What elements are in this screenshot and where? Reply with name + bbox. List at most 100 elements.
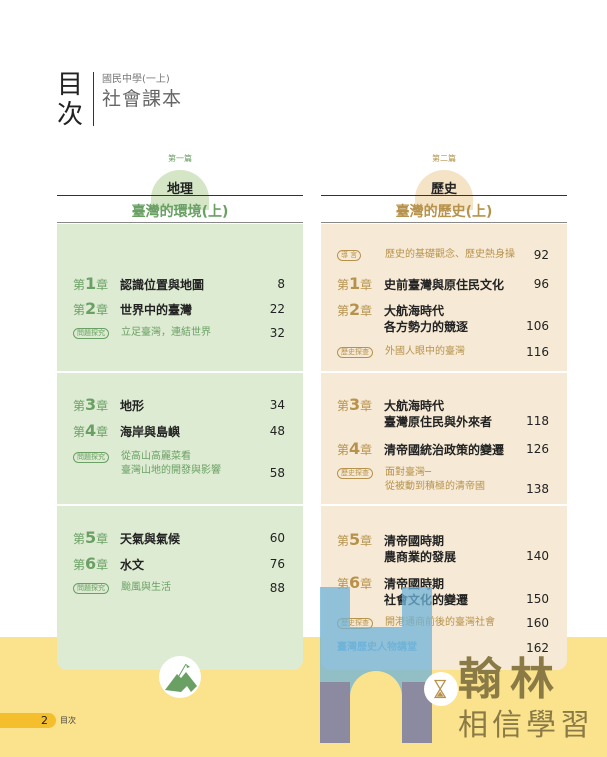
page-number-link[interactable]: 162	[526, 641, 549, 655]
toc-entry-line: 各方勢力的競逐	[384, 320, 469, 334]
toc-entry-line: 外國人眼中的臺灣	[385, 346, 465, 357]
chapter-prefix: 第	[337, 443, 350, 457]
toc-entry-line: 面對臺灣─	[385, 467, 432, 478]
page-number-link[interactable]: 126	[526, 442, 549, 456]
chapter-num: 4	[85, 421, 97, 440]
toc-entry-line: 臺灣原住民與外來者	[384, 415, 493, 429]
toc-entry-title[interactable]: 史前臺灣與原住民文化	[384, 277, 504, 293]
toc-entry-title[interactable]: 颱風與生活	[121, 581, 171, 595]
hourglass-icon	[424, 672, 458, 706]
section-divider	[57, 371, 303, 373]
page-number-link[interactable]: 76	[269, 557, 285, 571]
hist-toc-panel: 導 言歷史的基礎觀念、歷史熱身操 92 第1章 史前臺灣與原住民文化 96 第2章 大航海時…	[321, 224, 567, 670]
chapter-num: 5	[349, 530, 361, 549]
page-number-link[interactable]: 96	[533, 277, 549, 291]
hist-subject: 歷史	[415, 170, 473, 210]
toc-entry-line: 臺灣山地的開發與影響	[121, 465, 221, 476]
toc-entry-line: 歷史的基礎觀念、歷史熱身操	[385, 249, 515, 260]
toc-entry-title[interactable]: 大航海時代臺灣原住民與外來者	[384, 398, 492, 430]
toc-entry-title[interactable]: 面對臺灣─ 從被動到積極的清帝國	[385, 466, 485, 494]
chapter-prefix: 第	[337, 534, 350, 548]
section-tag: 歷史探查	[337, 347, 373, 358]
page-number-link[interactable]: 34	[269, 398, 285, 412]
chapter-number: 第1章	[73, 274, 108, 293]
mountain-flag-icon	[159, 656, 201, 698]
toc-entry-title[interactable]: 水文	[120, 557, 144, 573]
toc-entry-line: 大航海時代	[384, 399, 445, 413]
toc-entry-line: 農商業的發展	[384, 550, 457, 564]
chapter-number: 第2章	[73, 299, 108, 318]
chapter-number: 第5章	[73, 528, 108, 547]
chapter-number: 第4章	[73, 421, 108, 440]
section-divider	[321, 504, 567, 506]
toc-entry-line: 颱風與生活	[121, 582, 171, 593]
chapter-suffix: 章	[360, 443, 373, 457]
book-grade: 國民中學(一上)	[102, 74, 170, 85]
page-number-link[interactable]: 138	[526, 482, 549, 496]
divider	[57, 195, 303, 196]
toc-entry-title[interactable]: 地形	[120, 398, 144, 414]
toc-entry-line: 地形	[120, 399, 145, 413]
chapter-num: 5	[85, 528, 97, 547]
page-number-link[interactable]: 140	[526, 549, 549, 563]
page-number-link[interactable]: 8	[277, 277, 285, 291]
chapter-number: 第2章	[337, 300, 372, 319]
geo-subject: 地理	[151, 170, 209, 210]
page-number-link[interactable]: 22	[269, 302, 285, 316]
toc-entry-title[interactable]: 歷史的基礎觀念、歷史熱身操	[385, 248, 515, 262]
chapter-num: 2	[85, 299, 97, 318]
chapter-number: 第6章	[73, 554, 108, 573]
page-number-link[interactable]: 48	[269, 424, 285, 438]
page-number-link[interactable]: 116	[526, 345, 549, 359]
toc-entry-title[interactable]: 海岸與島嶼	[120, 424, 180, 440]
page-number-link[interactable]: 160	[526, 616, 549, 630]
chapter-number: 第3章	[73, 395, 108, 414]
chapter-prefix: 第	[73, 558, 86, 572]
toc-entry-title[interactable]: 外國人眼中的臺灣	[385, 345, 465, 359]
section-tag: 問題探究	[73, 583, 109, 594]
chapter-num: 1	[85, 274, 97, 293]
toc-entry-title[interactable]: 清帝國時期 農商業的發展	[384, 533, 456, 565]
page-number-link[interactable]: 88	[269, 581, 285, 595]
divider	[57, 222, 303, 223]
chapter-suffix: 章	[360, 534, 373, 548]
page-number-link[interactable]: 32	[269, 326, 285, 340]
toc-entry-title[interactable]: 從高山高麗菜看臺灣山地的開發與影響	[121, 450, 221, 478]
page-number-link[interactable]: 106	[526, 319, 549, 333]
toc-entry-title[interactable]: 清帝國統治政策的變遷	[384, 442, 504, 458]
toc-entry-line: 清帝國統治政策的變遷	[384, 443, 505, 457]
chapter-suffix: 章	[360, 399, 373, 413]
toc-entry-line: 認識位置與地圖	[120, 278, 205, 292]
toc-entry-title[interactable]: 認識位置與地圖	[120, 277, 204, 293]
chapter-number: 第3章	[337, 395, 372, 414]
chapter-suffix: 章	[96, 532, 109, 546]
chapter-suffix: 章	[360, 304, 373, 318]
divider	[93, 72, 94, 126]
toc-entry-title[interactable]: 天氣與氣候	[120, 531, 180, 547]
book-title: 社會課本	[102, 88, 183, 110]
chapter-suffix: 章	[96, 558, 109, 572]
chapter-suffix: 章	[360, 577, 373, 591]
chapter-prefix: 第	[337, 399, 350, 413]
watermark-logo	[320, 587, 432, 743]
section-tag: 導 言	[337, 250, 362, 261]
toc-entry-title[interactable]: 世界中的臺灣	[120, 302, 192, 318]
toc-entry-title[interactable]: 立足臺灣，連結世界	[121, 326, 211, 340]
toc-entry-line: 世界中的臺灣	[120, 303, 193, 317]
page-number-link[interactable]: 92	[533, 248, 549, 262]
toc-entry-title[interactable]: 大航海時代 各方勢力的競逐	[384, 303, 468, 335]
page-number-link[interactable]: 60	[269, 531, 285, 545]
chapter-prefix: 第	[73, 303, 86, 317]
toc-entry-line: 天氣與氣候	[120, 532, 181, 546]
section-divider	[57, 504, 303, 506]
geo-toc-panel: 第1章 認識位置與地圖 8 第2章 世界中的臺灣 22 問題探究 立足臺灣，連結世界 32 第3章…	[57, 224, 303, 670]
toc-entry-line: 立足臺灣，連結世界	[121, 327, 211, 338]
page-number-link[interactable]: 150	[526, 592, 549, 606]
chapter-prefix: 第	[73, 399, 86, 413]
toc-entry-line: 從高山高麗菜看	[121, 451, 191, 462]
chapter-prefix: 第	[73, 278, 86, 292]
page-number-link[interactable]: 58	[269, 466, 285, 480]
chapter-num: 2	[349, 300, 361, 319]
page-number-link[interactable]: 118	[526, 414, 549, 428]
toc-entry-title[interactable]: 開港通商前後的臺灣社會	[385, 616, 495, 630]
